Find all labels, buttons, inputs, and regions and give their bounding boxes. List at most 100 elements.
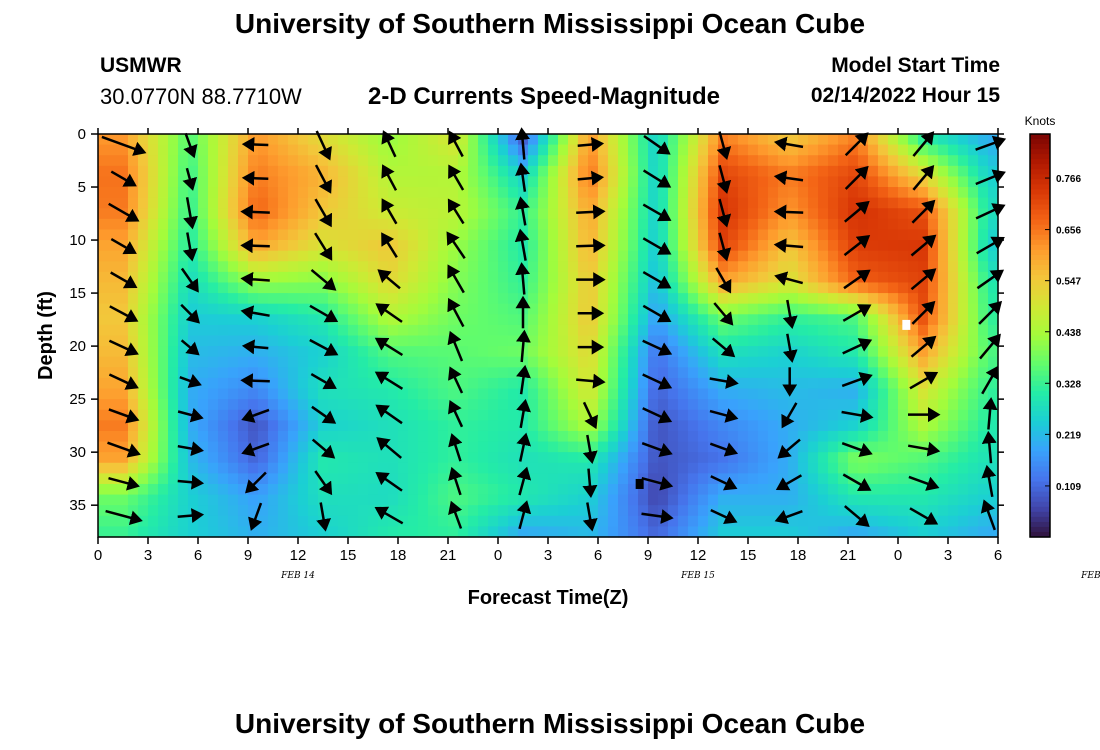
heatmap-cell [838,526,849,538]
current-vector-arrow [582,434,598,465]
heatmap-cell [988,144,999,156]
heatmap-cell [158,367,169,379]
heatmap-cell [728,420,739,432]
heatmap-cell [938,197,949,209]
heatmap-cell [898,356,909,368]
heatmap-cell [568,218,579,231]
heatmap-cell [128,293,139,305]
heatmap-cell [368,155,379,167]
heatmap-cell [118,377,129,390]
heatmap-cell [878,399,889,411]
heatmap-cell [288,324,299,337]
heatmap-cell [848,515,859,527]
heatmap-cell [638,505,649,517]
heatmap-cell [728,176,739,188]
heatmap-cell [638,303,649,315]
heatmap-cell [588,462,599,474]
heatmap-cell [618,208,629,220]
heatmap-cell [348,208,359,220]
heatmap-cell [908,430,919,443]
heatmap-cell [758,441,769,453]
colorbar-cell [1030,511,1050,518]
heatmap-cell [738,409,749,421]
colorbar-cell [1030,325,1050,332]
heatmap-cell [558,303,569,315]
heatmap-cell [378,356,389,368]
heatmap-cell [708,473,719,485]
heatmap-cell [628,420,639,432]
heatmap-cell [508,505,519,517]
current-vector-arrow [375,404,403,425]
heatmap-cell [438,430,449,443]
heatmap-cell [338,515,349,527]
heatmap-cell [208,282,219,294]
heatmap-cell [198,335,209,347]
heatmap-cell [178,303,189,315]
heatmap-cell [428,144,439,156]
current-vector-arrow [311,438,336,459]
heatmap-cell [518,187,529,199]
current-vector-arrow [241,408,270,423]
heatmap-cell [308,187,319,199]
heatmap-cell [148,515,159,527]
heatmap-cell [618,324,629,337]
heatmap-cell [788,250,799,262]
heatmap-cell [208,430,219,443]
heatmap-cell [458,377,469,390]
heatmap-cell [968,367,979,379]
heatmap-cell [728,399,739,411]
heatmap-cell [938,346,949,358]
heatmap-cell [198,303,209,315]
heatmap-cell [868,324,879,337]
heatmap-cell [358,526,369,538]
heatmap-cell [738,388,749,400]
heatmap-cell [358,208,369,220]
heatmap-cell [308,377,319,390]
heatmap-cell [748,505,759,517]
heatmap-cell [168,505,179,517]
heatmap-cell [468,515,479,527]
heatmap-cell [648,314,659,326]
heatmap-cell [728,229,739,241]
heatmap-cell [408,187,419,199]
heatmap-cell [398,420,409,432]
heatmap-cell [458,473,469,485]
heatmap-cell [258,462,269,474]
heatmap-cell [508,144,519,156]
date-label: FEB 15 [680,571,715,581]
current-vector-arrow [446,231,466,259]
heatmap-cell [208,303,219,315]
heatmap-cell [278,335,289,347]
heatmap-cell [438,377,449,390]
heatmap-cell [818,314,829,326]
heatmap-cell [268,388,279,400]
heatmap-cell [238,250,249,262]
heatmap-cell [258,388,269,400]
heatmap-cell [418,430,429,443]
heatmap-cell [488,505,499,517]
heatmap-cell [508,240,519,252]
heatmap-cell [528,282,539,294]
heatmap-cell [548,208,559,220]
heatmap-cell [918,388,929,400]
heatmap-cell [668,261,679,273]
heatmap-cell [388,293,399,305]
heatmap-cell [568,144,579,156]
heatmap-cell [478,367,489,379]
heatmap-cell [348,282,359,294]
heatmap-cell [278,346,289,358]
heatmap-cell [158,250,169,262]
heatmap-cell [128,271,139,284]
heatmap-cell [898,261,909,273]
heatmap-cell [568,494,579,506]
heatmap-cell [158,293,169,305]
data-marker [902,319,911,330]
current-vector-arrow [240,271,270,287]
heatmap-cell [318,134,329,146]
heatmap-cell [918,144,929,156]
heatmap-cell [968,187,979,199]
heatmap-cell [238,356,249,368]
colorbar-cell [1030,300,1050,306]
heatmap-cell [858,505,869,517]
heatmap-cell [118,483,129,496]
